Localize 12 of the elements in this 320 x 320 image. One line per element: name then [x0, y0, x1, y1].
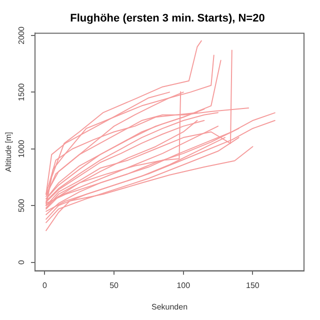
- x-axis-title: Sekunden: [151, 302, 188, 312]
- y-axis-title: Altitude [m]: [4, 132, 14, 172]
- x-tick-label: 50: [110, 280, 120, 290]
- y-tick-label: 0: [17, 260, 26, 265]
- x-tick-label: 0: [42, 280, 48, 290]
- y-tick-label: 500: [17, 198, 26, 212]
- x-tick-label: 150: [246, 280, 260, 290]
- x-tick-label: 100: [176, 280, 191, 290]
- y-tick-label: 1500: [17, 82, 26, 102]
- chart-title: Flughöhe (ersten 3 min. Starts), N=20: [70, 12, 265, 25]
- y-tick-label: 2000: [17, 26, 26, 44]
- y-tick-label: 1000: [17, 139, 26, 158]
